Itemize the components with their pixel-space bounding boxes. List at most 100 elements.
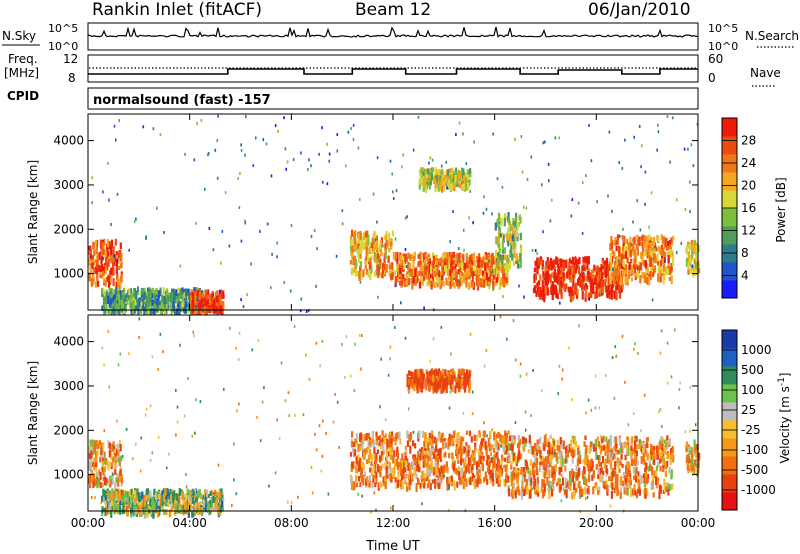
echo-region	[349, 430, 510, 493]
colorbar-tick-label: -25	[741, 423, 761, 437]
velocity-ylabel: Slant Range [km]	[26, 361, 40, 465]
colorbar-tick-label: -100	[741, 443, 768, 457]
echo-region	[100, 488, 225, 519]
frequency-panel: Freq. [MHz] CPID 12 8 60 0 Nave	[4, 52, 781, 103]
power-ylabel: Slant Range [km]	[26, 160, 40, 264]
cpid-text: normalsound (fast) -157	[93, 93, 271, 108]
colorbar-cell	[722, 330, 737, 349]
colorbar-cell	[722, 172, 737, 191]
echo-region	[609, 234, 675, 286]
y-tick-label: 4000	[53, 335, 84, 349]
colorbar-tick-label: 25	[741, 403, 756, 417]
colorbar-cell	[722, 456, 737, 475]
y-tick-label: 4000	[53, 134, 84, 148]
y-tick-label: 1000	[53, 468, 84, 482]
y-tick-label: 2000	[53, 423, 84, 437]
colorbar-cell	[722, 136, 737, 155]
echo-region	[88, 439, 124, 490]
noise-panel: N.Sky 10^5 10^0 10^5 10^0 N.Search	[2, 22, 799, 53]
colorbar-cell	[722, 348, 737, 367]
y-tick-label: 3000	[53, 178, 84, 192]
colorbar-tick-label: 24	[741, 156, 756, 170]
noise-left-tick-bottom: 10^0	[48, 40, 78, 53]
freq-tick-bottom: 8	[68, 71, 76, 85]
x-tick-label: 20:00	[579, 516, 614, 530]
power-panel: 1000 2000 3000 4000 Slant Range [km]	[26, 113, 701, 318]
velocity-y-axis: 1000 2000 3000 4000	[53, 335, 698, 482]
x-tick-label: 00:00	[681, 516, 716, 530]
beam-title: Beam 12	[355, 0, 431, 20]
colorbar-cell	[722, 420, 737, 439]
echo-region	[507, 434, 675, 500]
noise-left-tick-top: 10^5	[48, 22, 78, 35]
colorbar-cell	[722, 262, 737, 281]
colorbar-tick-label: 500	[741, 363, 764, 377]
colorbar-cell	[722, 492, 737, 511]
x-tick-label: 08:00	[274, 516, 309, 530]
colorbar-cell	[722, 226, 737, 245]
freq-label-line1: Freq.	[8, 52, 38, 66]
velocity-panel: 1000 2000 3000 4000 00:00 04:00 08:00 12:00 16:…	[26, 314, 716, 554]
colorbar-tick-label: 20	[741, 179, 756, 193]
nave-tick-top: 60	[708, 52, 723, 66]
noise-trace	[87, 26, 699, 38]
echo-region	[101, 287, 204, 318]
power-x-ticks	[87, 114, 699, 310]
noise-left-label: N.Sky	[2, 29, 36, 43]
y-tick-label: 2000	[53, 222, 84, 236]
nave-tick-bottom: 0	[708, 71, 716, 85]
power-colorbar: 4 8 12 16 20 24 28 Power [dB]	[721, 117, 788, 299]
colorbar-tick-label: 4	[741, 269, 749, 283]
echo-region	[532, 255, 624, 303]
colorbar-cell	[722, 208, 737, 227]
velocity-echoes	[88, 315, 701, 519]
x-tick-label: 04:00	[172, 516, 207, 530]
echo-region	[406, 368, 472, 394]
date-title: 06/Jan/2010	[588, 0, 691, 20]
echo-region	[88, 238, 123, 290]
colorbar-tick-label: 1000	[741, 343, 772, 357]
echo-region	[685, 239, 701, 278]
velocity-x-axis: 00:00 04:00 08:00 12:00 16:00 20:00 00:00	[71, 315, 716, 530]
station-title: Rankin Inlet (fitACF)	[92, 0, 262, 20]
freq-tick-top: 12	[63, 52, 78, 66]
colorbar-cell	[722, 402, 737, 421]
y-tick-label: 3000	[53, 379, 84, 393]
colorbar-cell	[722, 190, 737, 209]
echo-region	[418, 167, 472, 194]
x-tick-label: 00:00	[71, 516, 106, 530]
colorbar-tick-label: 8	[741, 246, 749, 260]
x-tick-label: 16:00	[477, 516, 512, 530]
colorbar-tick-label: -500	[741, 463, 768, 477]
velocity-colorbar: 1000 500 100 25 -25 -100 -500 -1000 Velocity [m…	[721, 329, 792, 511]
colorbar-cell	[722, 384, 737, 403]
cpid-strip: normalsound (fast) -157	[87, 87, 699, 110]
cpid-label: CPID	[7, 89, 39, 103]
velocity-colorbar-label: Velocity [m s-1]	[777, 373, 792, 464]
power-y-axis: 1000 2000 3000 4000	[53, 134, 698, 281]
time-axis-label: Time UT	[365, 539, 419, 554]
colorbar-tick-label: 100	[741, 383, 764, 397]
echo-region	[685, 439, 701, 477]
x-tick-label: 12:00	[376, 516, 411, 530]
colorbar-tick-label: 16	[741, 201, 756, 215]
colorbar-tick-label: -1000	[741, 483, 776, 497]
noise-right-label: N.Search	[745, 29, 799, 43]
noise-right-tick-top: 10^5	[708, 22, 738, 35]
colorbar-cell	[722, 474, 737, 493]
scattered-echoes	[91, 114, 699, 313]
freq-label-line2: [MHz]	[4, 66, 39, 80]
echo-region	[494, 212, 523, 272]
echo-region	[349, 229, 395, 282]
colorbar-tick-label: 12	[741, 224, 756, 238]
colorbar-cell	[722, 438, 737, 457]
frequency-trace	[88, 68, 698, 75]
colorbar-cell	[722, 280, 737, 299]
scattered-echoes	[90, 315, 698, 514]
colorbar-cell	[722, 366, 737, 385]
y-tick-label: 1000	[53, 267, 84, 281]
noise-right-tick-bottom: 10^0	[708, 40, 738, 53]
nave-label: Nave	[750, 66, 781, 80]
power-colorbar-label: Power [dB]	[774, 177, 788, 242]
